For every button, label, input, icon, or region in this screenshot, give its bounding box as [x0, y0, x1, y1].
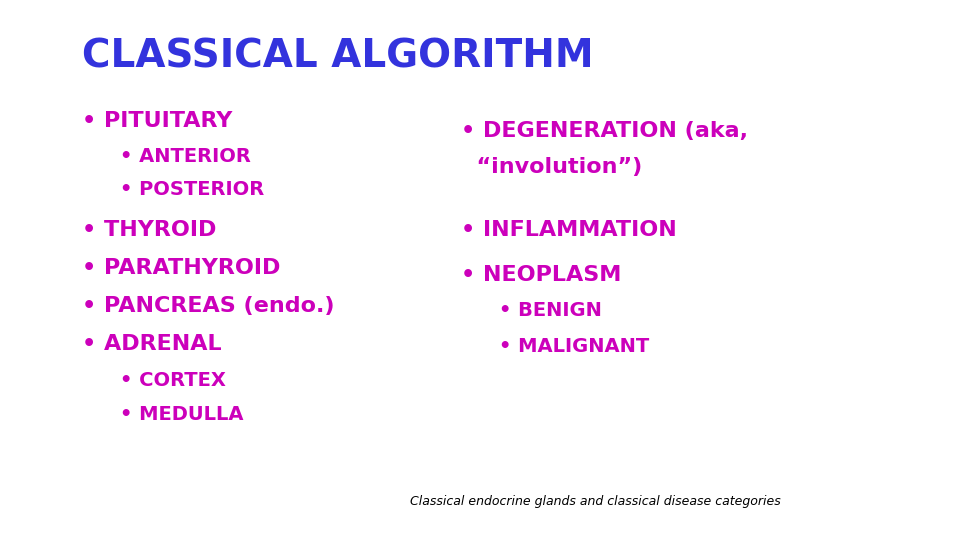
- Text: • DEGENERATION (aka,: • DEGENERATION (aka,: [461, 122, 748, 141]
- Text: • ADRENAL: • ADRENAL: [82, 334, 221, 354]
- Text: • INFLAMMATION: • INFLAMMATION: [461, 220, 677, 240]
- Text: • PITUITARY: • PITUITARY: [82, 111, 232, 131]
- Text: • PANCREAS (endo.): • PANCREAS (endo.): [82, 296, 334, 316]
- Text: • NEOPLASM: • NEOPLASM: [461, 265, 621, 285]
- Text: • CORTEX: • CORTEX: [120, 371, 226, 390]
- Text: • BENIGN: • BENIGN: [499, 301, 602, 320]
- Text: • MEDULLA: • MEDULLA: [120, 405, 244, 424]
- Text: Classical endocrine glands and classical disease categories: Classical endocrine glands and classical…: [410, 495, 780, 508]
- Text: “involution”): “involution”): [461, 157, 642, 177]
- Text: • PARATHYROID: • PARATHYROID: [82, 258, 280, 278]
- Text: • MALIGNANT: • MALIGNANT: [499, 338, 650, 356]
- Text: • THYROID: • THYROID: [82, 220, 216, 240]
- Text: • POSTERIOR: • POSTERIOR: [120, 180, 264, 199]
- Text: CLASSICAL ALGORITHM: CLASSICAL ALGORITHM: [82, 38, 593, 76]
- Text: • ANTERIOR: • ANTERIOR: [120, 147, 251, 166]
